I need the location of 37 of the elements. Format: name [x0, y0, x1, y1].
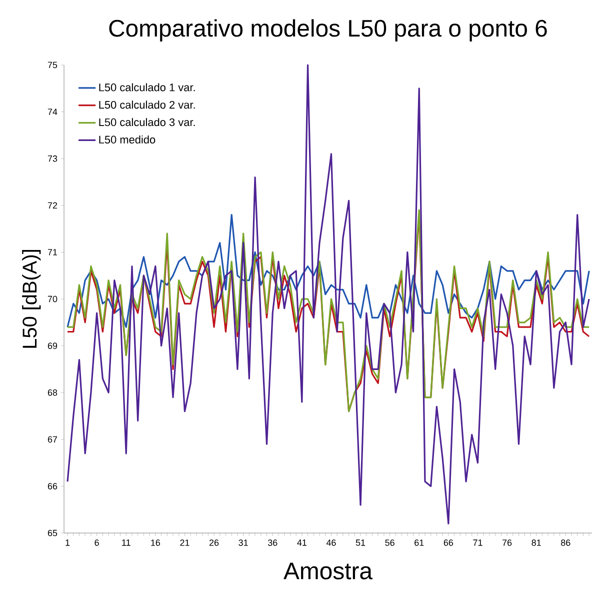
legend-label: L50 calculado 1 var.	[99, 83, 195, 92]
x-tick-label: 81	[532, 540, 541, 546]
x-tick-label: 71	[473, 540, 482, 546]
x-tick-label: 51	[356, 540, 366, 546]
x-tick-label: 41	[297, 540, 306, 546]
y-tick-label: 72	[48, 202, 58, 209]
x-tick-label: 31	[238, 540, 248, 546]
x-tick-label: 16	[151, 540, 160, 546]
x-tick-label: 86	[561, 540, 570, 546]
x-tick-label: 26	[209, 540, 219, 546]
y-tick-label: 73	[48, 155, 58, 162]
y-tick-label: 67	[48, 436, 58, 443]
chart-title: Comparativo modelos L50 para o ponto 6	[109, 19, 547, 42]
x-tick-label: 61	[414, 540, 424, 546]
legend-label: L50 calculado 3 var.	[99, 118, 195, 126]
x-axis-title: Amostra	[284, 562, 373, 580]
y-tick-label: 66	[48, 483, 58, 490]
x-tick-label: 1	[66, 540, 70, 546]
y-tick-label: 71	[48, 249, 58, 256]
y-tick-label: 74	[48, 108, 58, 115]
y-tick-label: 75	[48, 62, 58, 68]
x-tick-label: 46	[326, 540, 336, 546]
x-tick-label: 66	[444, 540, 454, 546]
x-tick-label: 36	[268, 540, 278, 546]
x-tick-label: 21	[180, 540, 190, 546]
y-tick-label: 65	[48, 530, 58, 536]
y-tick-label: 68	[48, 389, 58, 396]
x-tick-label: 6	[94, 540, 99, 546]
line-series	[66, 64, 590, 524]
x-tick-label: 11	[122, 540, 130, 546]
legend-label: L50 medido	[99, 135, 156, 144]
y-tick-label: 70	[48, 296, 58, 302]
y-tick-label: 69	[48, 342, 58, 349]
x-tick-label: 76	[502, 540, 512, 546]
legend-label: L50 calculado 2 var.	[99, 100, 195, 109]
x-tick-label: 56	[385, 540, 394, 546]
y-axis-title: L50 [dB(A)]	[22, 250, 41, 348]
